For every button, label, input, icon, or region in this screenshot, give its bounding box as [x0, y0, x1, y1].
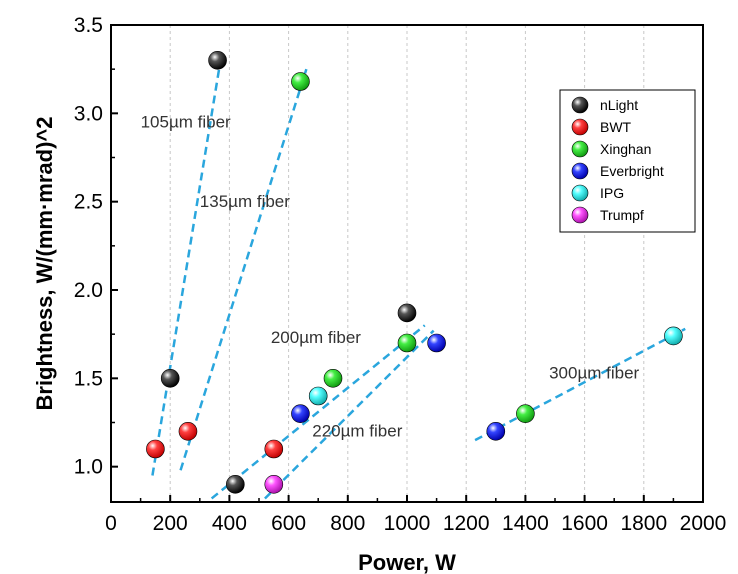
annotation-135-m-fiber: 135µm fiber: [200, 192, 290, 211]
point-bwt: [146, 439, 165, 459]
legend-marker-ipg: [571, 184, 589, 202]
point-ipg: [664, 326, 683, 346]
point-nlight: [160, 369, 180, 388]
trend-lines: 105µm fiber 135µm fiber 200µm fiber 220µm f…: [141, 60, 686, 500]
x-tick-label-1600: 1600: [561, 512, 608, 535]
trend-line-200-m-fiber: [210, 324, 426, 500]
point-xinghan: [516, 404, 535, 423]
x-tick-label-1800: 1800: [620, 512, 667, 535]
point-bwt: [178, 422, 198, 441]
trend-line-220-m-fiber: [264, 329, 435, 500]
point-bwt: [264, 439, 284, 459]
legend-label-trumpf: Trumpf: [600, 207, 644, 223]
x-tick-label-200: 200: [153, 512, 188, 535]
point-xinghan: [397, 333, 417, 353]
x-tick-label-0: 0: [105, 512, 117, 535]
y-tick-label-3-0: 3.0: [74, 102, 103, 125]
y-axis-title: Brightness, W/(mm·mrad)^2: [32, 117, 57, 411]
point-xinghan: [323, 369, 343, 388]
point-nlight: [397, 303, 417, 323]
point-everbright: [291, 404, 310, 423]
annotation-220-m-fiber: 220µm fiber: [312, 422, 402, 441]
data-points: [146, 51, 683, 494]
legend-label-everbright: Everbright: [600, 163, 664, 179]
x-axis-title: Power, W: [358, 550, 456, 574]
annotation-105-m-fiber: 105µm fiber: [141, 112, 231, 131]
point-ipg: [308, 386, 328, 406]
annotation-300-m-fiber: 300µm fiber: [549, 363, 639, 382]
x-tick-label-400: 400: [212, 512, 247, 535]
legend: nLight BWT Xinghan Everbright IPG Trumpf: [559, 89, 696, 233]
point-everbright: [486, 422, 506, 441]
point-everbright: [427, 333, 446, 353]
legend-label-ipg: IPG: [600, 185, 624, 201]
x-tick-label-1000: 1000: [384, 512, 431, 535]
trend-line-135-m-fiber: [179, 68, 308, 471]
legend-marker-xinghan: [571, 140, 589, 158]
x-tick-label-600: 600: [271, 512, 306, 535]
x-tick-label-1400: 1400: [502, 512, 549, 535]
legend-marker-trumpf: [571, 206, 589, 224]
legend-marker-nlight: [571, 96, 589, 114]
y-tick-label-2-0: 2.0: [74, 279, 103, 302]
legend-marker-everbright: [571, 162, 589, 180]
y-tick-label-3-5: 3.5: [74, 14, 103, 37]
y-tick-label-1-0: 1.0: [74, 456, 103, 479]
x-tick-label-2000: 2000: [680, 512, 727, 535]
legend-label-bwt: BWT: [600, 119, 632, 135]
point-nlight: [208, 51, 227, 70]
legend-label-xinghan: Xinghan: [600, 141, 651, 157]
trend-line-105-m-fiber: [151, 60, 222, 476]
annotation-200-m-fiber: 200µm fiber: [271, 328, 361, 347]
trend-line-300-m-fiber: [474, 327, 686, 442]
legend-marker-bwt: [571, 118, 589, 136]
axis-ticks: 0 200 400 600 800 1000 1200 1400 1600 1800 2000 1.0…: [74, 14, 727, 535]
x-tick-label-1200: 1200: [443, 512, 490, 535]
y-tick-label-2-5: 2.5: [74, 191, 103, 214]
legend-label-nlight: nLight: [600, 97, 638, 113]
x-tick-label-800: 800: [330, 512, 365, 535]
point-xinghan: [291, 72, 310, 91]
y-tick-label-1-5: 1.5: [74, 367, 103, 390]
point-trumpf: [264, 475, 284, 494]
point-nlight: [226, 475, 245, 494]
